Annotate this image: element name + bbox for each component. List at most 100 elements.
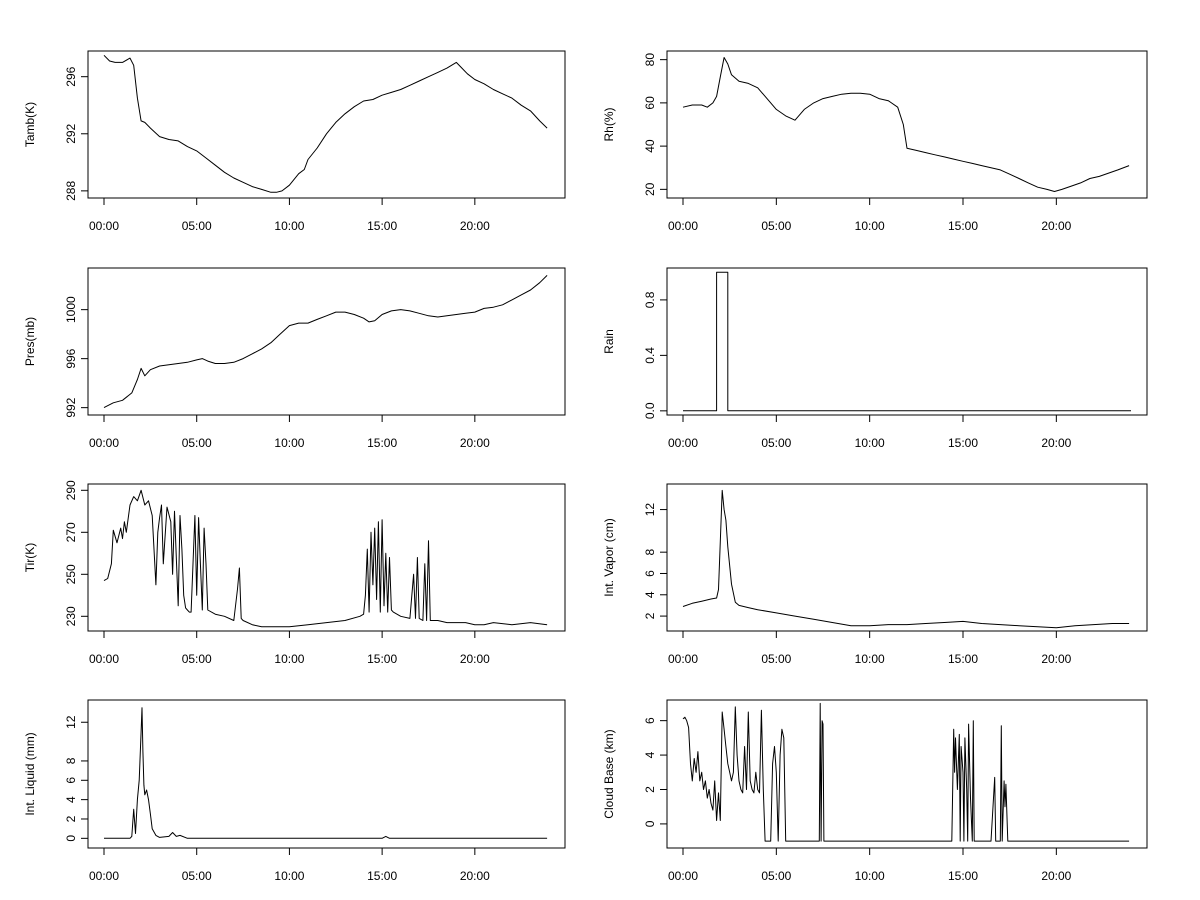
series-line (682, 702, 1130, 842)
x-tick-label: 20:00 (1041, 436, 1071, 450)
y-axis-label: Int. Liquid (mm) (23, 732, 37, 815)
y-tick-label: 2 (643, 612, 657, 619)
panel-1: 00:00 05:00 10:00 15:00 20:00 288 292 296 Tamb(K… (23, 50, 566, 233)
y-tick-label: 2 (643, 786, 657, 793)
plot-frame (87, 483, 566, 632)
x-tick-label: 15:00 (948, 219, 978, 233)
x-tick-label: 20:00 (460, 869, 490, 883)
plot-frame (666, 483, 1148, 632)
series-line (103, 54, 548, 193)
y-tick-label: 296 (64, 66, 78, 86)
y-tick-label: 292 (64, 123, 78, 143)
x-tick-label: 20:00 (1041, 652, 1071, 666)
x-tick-label: 15:00 (948, 652, 978, 666)
y-axis-label: Cloud Base (km) (602, 729, 616, 818)
plot-frame (87, 267, 566, 416)
x-tick-label: 10:00 (274, 869, 304, 883)
y-tick-label: 230 (64, 606, 78, 626)
plot-frame (666, 699, 1148, 849)
x-tick-label: 00:00 (89, 652, 119, 666)
series-line (682, 57, 1130, 192)
x-tick-label: 05:00 (182, 219, 212, 233)
series-line (683, 271, 1131, 412)
x-tick-label: 05:00 (182, 436, 212, 450)
y-tick-label: 250 (64, 564, 78, 584)
series-line (104, 707, 548, 839)
x-tick-label: 05:00 (761, 219, 791, 233)
x-tick-label: 10:00 (274, 219, 304, 233)
y-axis-label: Tir(K) (23, 543, 37, 573)
x-tick-label: 00:00 (89, 219, 119, 233)
plot-frame (666, 50, 1148, 199)
y-tick-label: 1000 (64, 296, 78, 323)
y-tick-label: 6 (64, 777, 78, 784)
x-tick-label: 00:00 (89, 436, 119, 450)
x-tick-label: 00:00 (668, 219, 698, 233)
y-tick-label: 290 (64, 480, 78, 500)
x-tick-label: 10:00 (855, 436, 885, 450)
y-tick-label: 6 (643, 570, 657, 577)
panel-4: 00:00 05:00 10:00 15:00 20:00 0.0 0.4 0.8 Rain (602, 267, 1148, 450)
y-tick-label: 0 (64, 835, 78, 842)
series-line (103, 275, 548, 409)
y-axis-label: Rain (602, 329, 616, 354)
series-line (103, 489, 548, 628)
y-tick-label: 12 (64, 715, 78, 729)
x-tick-label: 05:00 (761, 869, 791, 883)
x-tick-label: 15:00 (948, 869, 978, 883)
panel-7: 00:00 05:00 10:00 15:00 20:00 0 2 4 6 8 12 Int. Liq… (23, 699, 566, 883)
y-tick-label: 4 (643, 591, 657, 598)
y-tick-label: 20 (643, 182, 657, 196)
x-tick-label: 00:00 (668, 652, 698, 666)
x-tick-label: 20:00 (1041, 219, 1071, 233)
x-tick-label: 10:00 (855, 219, 885, 233)
x-tick-label: 15:00 (367, 652, 397, 666)
x-tick-label: 15:00 (948, 436, 978, 450)
y-tick-label: 0.8 (643, 291, 657, 308)
panel-2: 00:00 05:00 10:00 15:00 20:00 20 40 60 80 Rh(%) (602, 50, 1148, 233)
x-tick-label: 10:00 (274, 436, 304, 450)
y-tick-label: 40 (643, 139, 657, 153)
x-tick-label: 00:00 (668, 436, 698, 450)
y-axis-label: Tamb(K) (23, 102, 37, 147)
y-tick-label: 992 (64, 397, 78, 417)
y-tick-label: 8 (64, 757, 78, 764)
x-tick-label: 15:00 (367, 869, 397, 883)
x-tick-label: 20:00 (460, 652, 490, 666)
plot-frame (87, 50, 566, 199)
x-tick-label: 05:00 (182, 869, 212, 883)
y-tick-label: 4 (643, 751, 657, 758)
panel-3: 00:00 05:00 10:00 15:00 20:00 992 996 1000 Pres(… (23, 267, 566, 450)
series-line (682, 489, 1130, 629)
y-tick-label: 80 (643, 53, 657, 67)
plot-frame (87, 699, 566, 849)
x-tick-label: 15:00 (367, 219, 397, 233)
x-tick-label: 10:00 (855, 652, 885, 666)
plot-frame (666, 267, 1148, 416)
y-tick-label: 2 (64, 815, 78, 822)
y-tick-label: 996 (64, 348, 78, 368)
x-tick-label: 00:00 (89, 869, 119, 883)
y-tick-label: 270 (64, 522, 78, 542)
y-axis-label: Pres(mb) (23, 317, 37, 366)
x-tick-label: 15:00 (367, 436, 397, 450)
y-tick-label: 4 (64, 796, 78, 803)
x-tick-label: 00:00 (668, 869, 698, 883)
y-tick-label: 60 (643, 96, 657, 110)
x-tick-label: 20:00 (460, 436, 490, 450)
y-axis-label: Int. Vapor (cm) (602, 518, 616, 596)
y-tick-label: 6 (643, 717, 657, 724)
x-tick-label: 10:00 (274, 652, 304, 666)
panel-6: 00:00 05:00 10:00 15:00 20:00 2 4 6 8 12 Int. Vapo… (602, 483, 1148, 666)
y-tick-label: 0 (643, 820, 657, 827)
y-axis-label: Rh(%) (602, 107, 616, 141)
y-tick-label: 288 (64, 181, 78, 201)
x-tick-label: 20:00 (1041, 869, 1071, 883)
x-tick-label: 05:00 (761, 652, 791, 666)
panel-5: 00:00 05:00 10:00 15:00 20:00 230 250 270 290 Tir… (23, 480, 566, 666)
x-tick-label: 10:00 (855, 869, 885, 883)
panel-8: 00:00 05:00 10:00 15:00 20:00 0 2 4 6 Cloud Base … (602, 699, 1148, 883)
y-tick-label: 8 (643, 549, 657, 556)
y-tick-label: 0.0 (643, 402, 657, 419)
